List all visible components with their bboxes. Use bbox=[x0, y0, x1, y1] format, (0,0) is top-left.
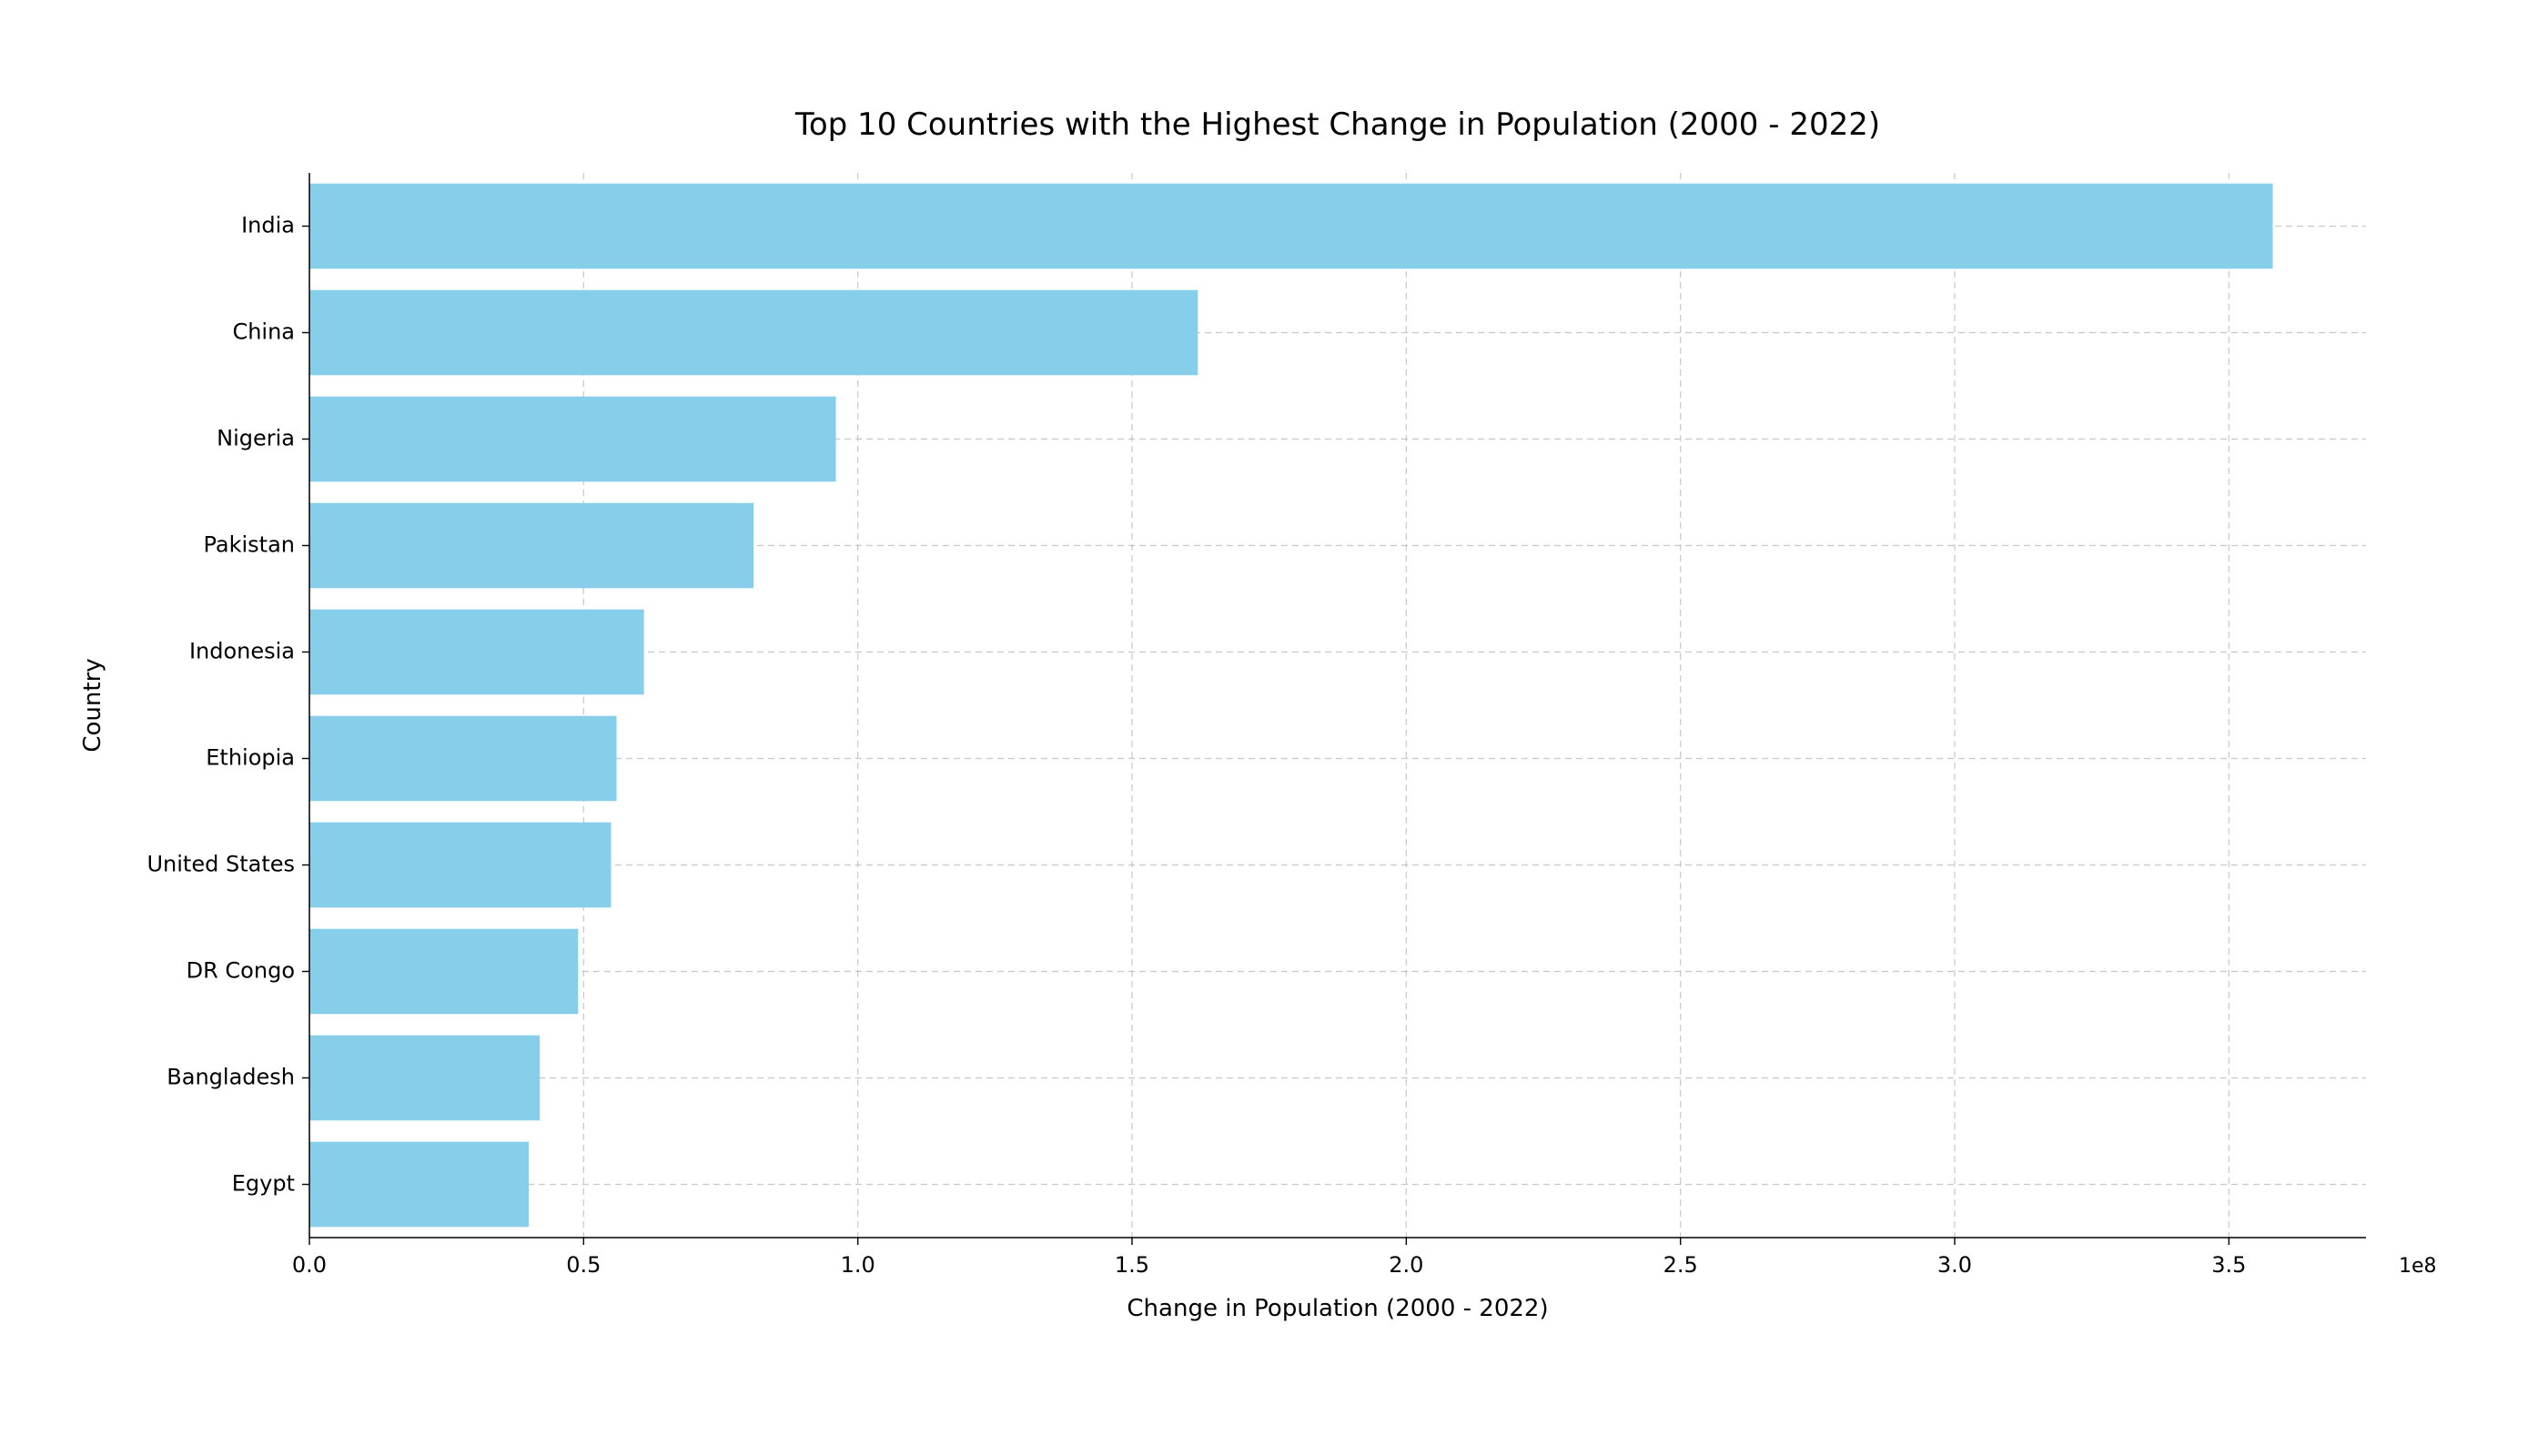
bar bbox=[309, 929, 578, 1015]
bar bbox=[309, 184, 2273, 269]
x-axis-label: Change in Population (2000 - 2022) bbox=[1127, 1295, 1548, 1322]
bar bbox=[309, 290, 1198, 376]
chart-container: 0.0 0.5 1.0 1.5 2.0 2.5 3.0 3.5 1e8 India China Nig… bbox=[0, 0, 2548, 1456]
bar bbox=[309, 823, 611, 908]
y-tick-label: Ethiopia bbox=[206, 745, 295, 771]
y-tick-label: Nigeria bbox=[217, 426, 295, 451]
x-tick-label: 0.0 bbox=[292, 1252, 327, 1278]
bar bbox=[309, 503, 753, 589]
bar bbox=[309, 716, 616, 802]
y-tick-label: Bangladesh bbox=[167, 1065, 295, 1090]
y-tick-label: Egypt bbox=[232, 1171, 295, 1197]
y-tick-label: United States bbox=[147, 852, 295, 877]
bar bbox=[309, 397, 836, 482]
x-axis-exponent: 1e8 bbox=[2399, 1255, 2437, 1278]
x-tick-label: 1.0 bbox=[841, 1252, 875, 1278]
x-tick-label: 3.0 bbox=[1937, 1252, 1972, 1278]
x-tick-label: 3.5 bbox=[2211, 1252, 2246, 1278]
x-tick-label: 2.5 bbox=[1663, 1252, 1698, 1278]
x-tick-label: 2.0 bbox=[1389, 1252, 1423, 1278]
y-tick-label: India bbox=[241, 213, 295, 238]
y-tick-label: Indonesia bbox=[189, 639, 295, 664]
y-tick-label: Pakistan bbox=[204, 532, 296, 558]
bar bbox=[309, 1142, 529, 1228]
population-change-bar-chart: 0.0 0.5 1.0 1.5 2.0 2.5 3.0 3.5 1e8 India China Nig… bbox=[0, 0, 2548, 1456]
y-axis-label: Country bbox=[79, 658, 106, 752]
x-tick-label: 0.5 bbox=[566, 1252, 601, 1278]
bar bbox=[309, 610, 644, 695]
chart-title: Top 10 Countries with the Highest Change… bbox=[794, 106, 1880, 143]
bar bbox=[309, 1036, 540, 1121]
x-tick-label: 1.5 bbox=[1115, 1252, 1149, 1278]
y-tick-label: China bbox=[232, 319, 295, 345]
y-tick-label: DR Congo bbox=[187, 958, 295, 984]
